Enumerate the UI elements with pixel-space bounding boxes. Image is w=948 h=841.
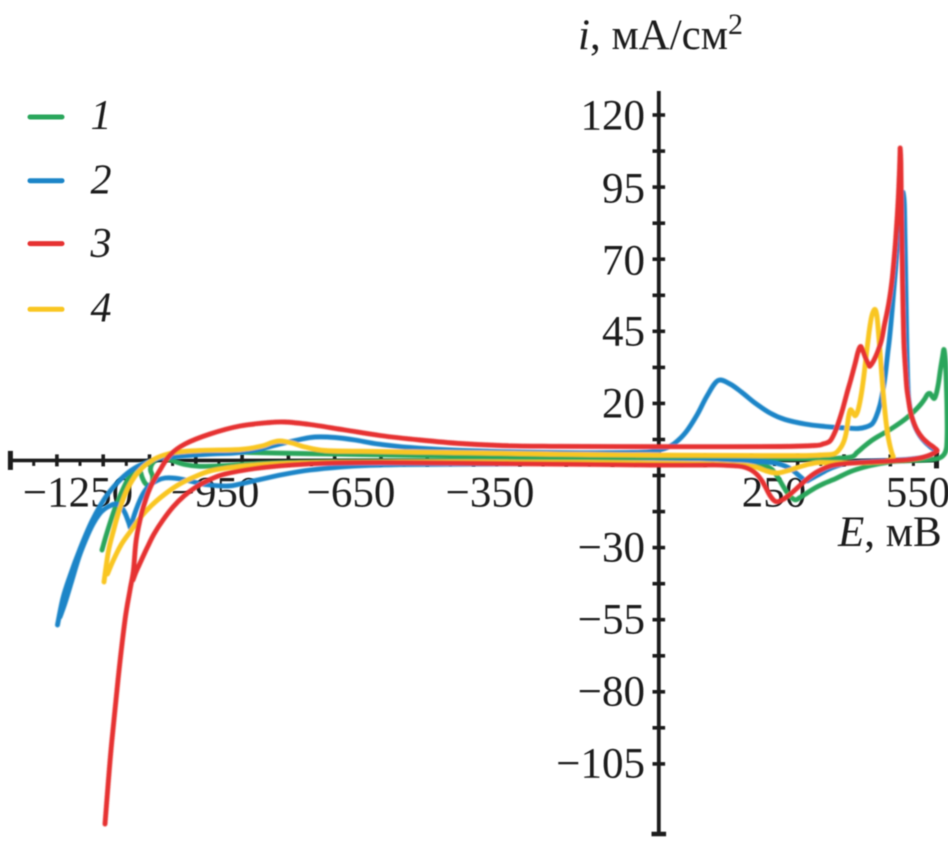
svg-text:−30: −30 — [578, 525, 645, 572]
svg-text:1: 1 — [91, 93, 112, 139]
svg-text:−105: −105 — [556, 741, 645, 788]
svg-text:95: 95 — [602, 166, 645, 213]
svg-text:−80: −80 — [578, 669, 645, 716]
svg-text:20: 20 — [602, 381, 645, 428]
svg-text:45: 45 — [602, 309, 645, 356]
svg-text:120: 120 — [581, 93, 646, 140]
svg-text:−350: −350 — [446, 470, 535, 517]
svg-text:E, мВ: E, мВ — [837, 509, 942, 556]
svg-text:550: 550 — [886, 470, 948, 517]
svg-text:2: 2 — [91, 158, 112, 204]
svg-text:3: 3 — [90, 221, 112, 267]
svg-text:i, мА/см: i, мА/см — [578, 12, 728, 59]
svg-text:70: 70 — [602, 238, 645, 285]
svg-text:2: 2 — [728, 8, 743, 41]
svg-text:−55: −55 — [578, 597, 645, 644]
svg-text:4: 4 — [91, 286, 112, 332]
svg-text:250: 250 — [742, 470, 807, 517]
svg-text:−650: −650 — [307, 470, 396, 517]
